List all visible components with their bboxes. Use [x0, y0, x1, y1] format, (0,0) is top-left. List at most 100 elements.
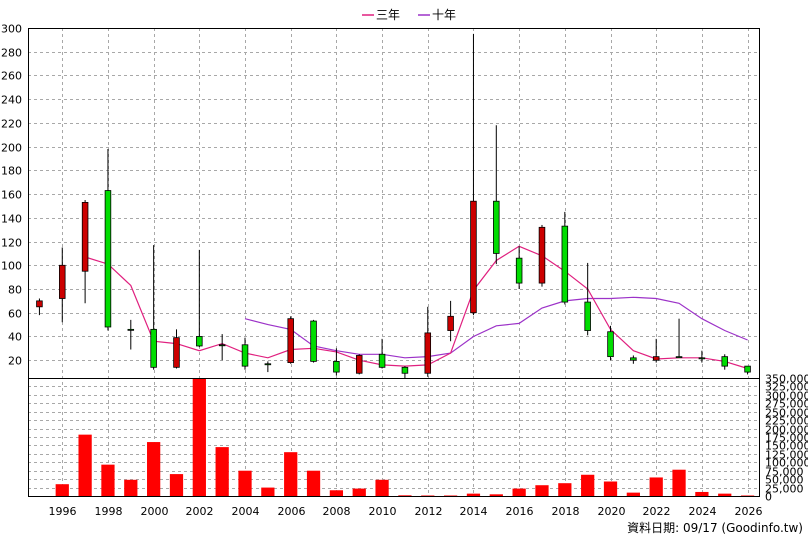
candle-body [424, 332, 432, 374]
volume-bar [740, 495, 755, 497]
volume-bar [101, 464, 115, 496]
x-tick-label: 1996 [49, 505, 77, 518]
volume-bar [718, 493, 732, 496]
x-tick-label: 2016 [506, 505, 534, 518]
price-tick-label: 120 [1, 237, 22, 250]
candle-body [150, 328, 157, 368]
volume-bar [581, 474, 595, 496]
price-tick-label: 140 [1, 213, 22, 226]
legend-label-1: 十年 [432, 8, 456, 22]
volume-tick-label: 75,000 [765, 466, 804, 479]
candle-body [675, 356, 683, 359]
candlesticks [36, 33, 751, 378]
candle-body [401, 366, 409, 374]
x-tick-label: 2008 [323, 505, 351, 518]
volume-bar [215, 447, 229, 496]
candle-body [744, 365, 751, 373]
price-axis-ticks: 20 40 60 80 100 120 140 160 180 200 220 240 260 280 30… [1, 23, 22, 368]
candle-body [196, 336, 203, 347]
volume-bar [466, 493, 481, 496]
x-tick-label: 2010 [369, 505, 397, 518]
candle-body [493, 200, 500, 254]
volume-tick-label: 250,000 [765, 407, 808, 420]
candle-body [59, 264, 66, 299]
volume-tick-label: 125,000 [765, 449, 808, 462]
x-tick-label: 2018 [552, 505, 580, 518]
volume-bars [55, 378, 755, 497]
volume-tick-label: 175,000 [765, 432, 808, 445]
price-tick-label: 60 [8, 308, 22, 321]
volume-bar [398, 495, 412, 497]
volume-tick-label: 275,000 [765, 398, 808, 411]
price-tick-label: 260 [1, 70, 22, 83]
candle-body [333, 360, 340, 373]
volume-bar [169, 474, 184, 496]
volume-tick-label: 300,000 [765, 390, 808, 403]
volume-bar [261, 487, 275, 496]
volume-bar [603, 481, 618, 496]
x-tick-label: 2012 [415, 505, 443, 518]
volume-grid [28, 378, 759, 497]
price-tick-label: 220 [1, 118, 22, 131]
candle-body [698, 357, 706, 360]
volume-bar [147, 442, 161, 496]
candle-body [561, 225, 569, 303]
volume-bar [329, 490, 344, 496]
volume-tick-label: 150,000 [765, 440, 808, 453]
candle-body [310, 320, 317, 362]
volume-panel-frame [28, 378, 760, 497]
price-tick-label: 80 [8, 284, 22, 297]
candle-body [378, 353, 386, 368]
volume-bar [535, 485, 549, 496]
x-tick-label: 2006 [278, 505, 306, 518]
candle-body [607, 331, 614, 358]
x-tick-label: 2014 [460, 505, 488, 518]
candle-body [355, 355, 363, 374]
price-panel-frame [28, 28, 760, 379]
moving-average-lines [84, 245, 748, 370]
candle-body [287, 318, 294, 363]
legend-label-0: 三年 [376, 8, 400, 22]
volume-bar [78, 434, 92, 496]
candle-body [218, 344, 226, 347]
candle-body [584, 301, 591, 331]
candle-body [127, 328, 135, 331]
candle-body [36, 300, 43, 308]
volume-bar [124, 479, 138, 496]
x-tick-label: 2024 [689, 505, 717, 518]
volume-bar [649, 477, 663, 496]
volume-tick-label: 350,000 [765, 373, 808, 386]
x-tick-label: 2002 [186, 505, 214, 518]
x-tick-label: 2022 [643, 505, 671, 518]
price-tick-label: 100 [1, 260, 22, 273]
volume-tick-label: 100,000 [765, 457, 808, 470]
source-note: 資料日期: 09/17 (Goodinfo.tw) [627, 521, 803, 535]
x-tick-label: 2020 [598, 505, 626, 518]
candle-body [470, 200, 477, 314]
price-tick-label: 300 [1, 23, 22, 36]
candle-body [538, 226, 546, 284]
volume-bar [695, 491, 709, 496]
price-grid [28, 28, 759, 496]
price-tick-label: 280 [1, 47, 22, 60]
volume-bar [284, 452, 298, 496]
volume-bar [558, 483, 572, 496]
volume-tick-label: 200,000 [765, 424, 808, 437]
volume-tick-label: 325,000 [765, 381, 808, 394]
candle-body [721, 356, 728, 367]
volume-bar [626, 492, 640, 496]
candle-body [104, 190, 112, 328]
candle-body [447, 315, 454, 331]
volume-bar [192, 378, 206, 496]
x-tick-label: 2004 [232, 505, 260, 518]
volume-bar [672, 469, 686, 496]
candle-body [264, 363, 272, 366]
price-tick-label: 20 [8, 355, 22, 368]
x-tick-label: 2000 [141, 505, 169, 518]
volume-axis-ticks: 025,00050,00075,000100,000125,000150,000… [765, 373, 808, 504]
legend: 三年 十年 [362, 8, 456, 22]
price-tick-label: 40 [8, 331, 22, 344]
price-tick-label: 180 [1, 165, 22, 178]
x-tick-label: 2026 [735, 505, 763, 518]
